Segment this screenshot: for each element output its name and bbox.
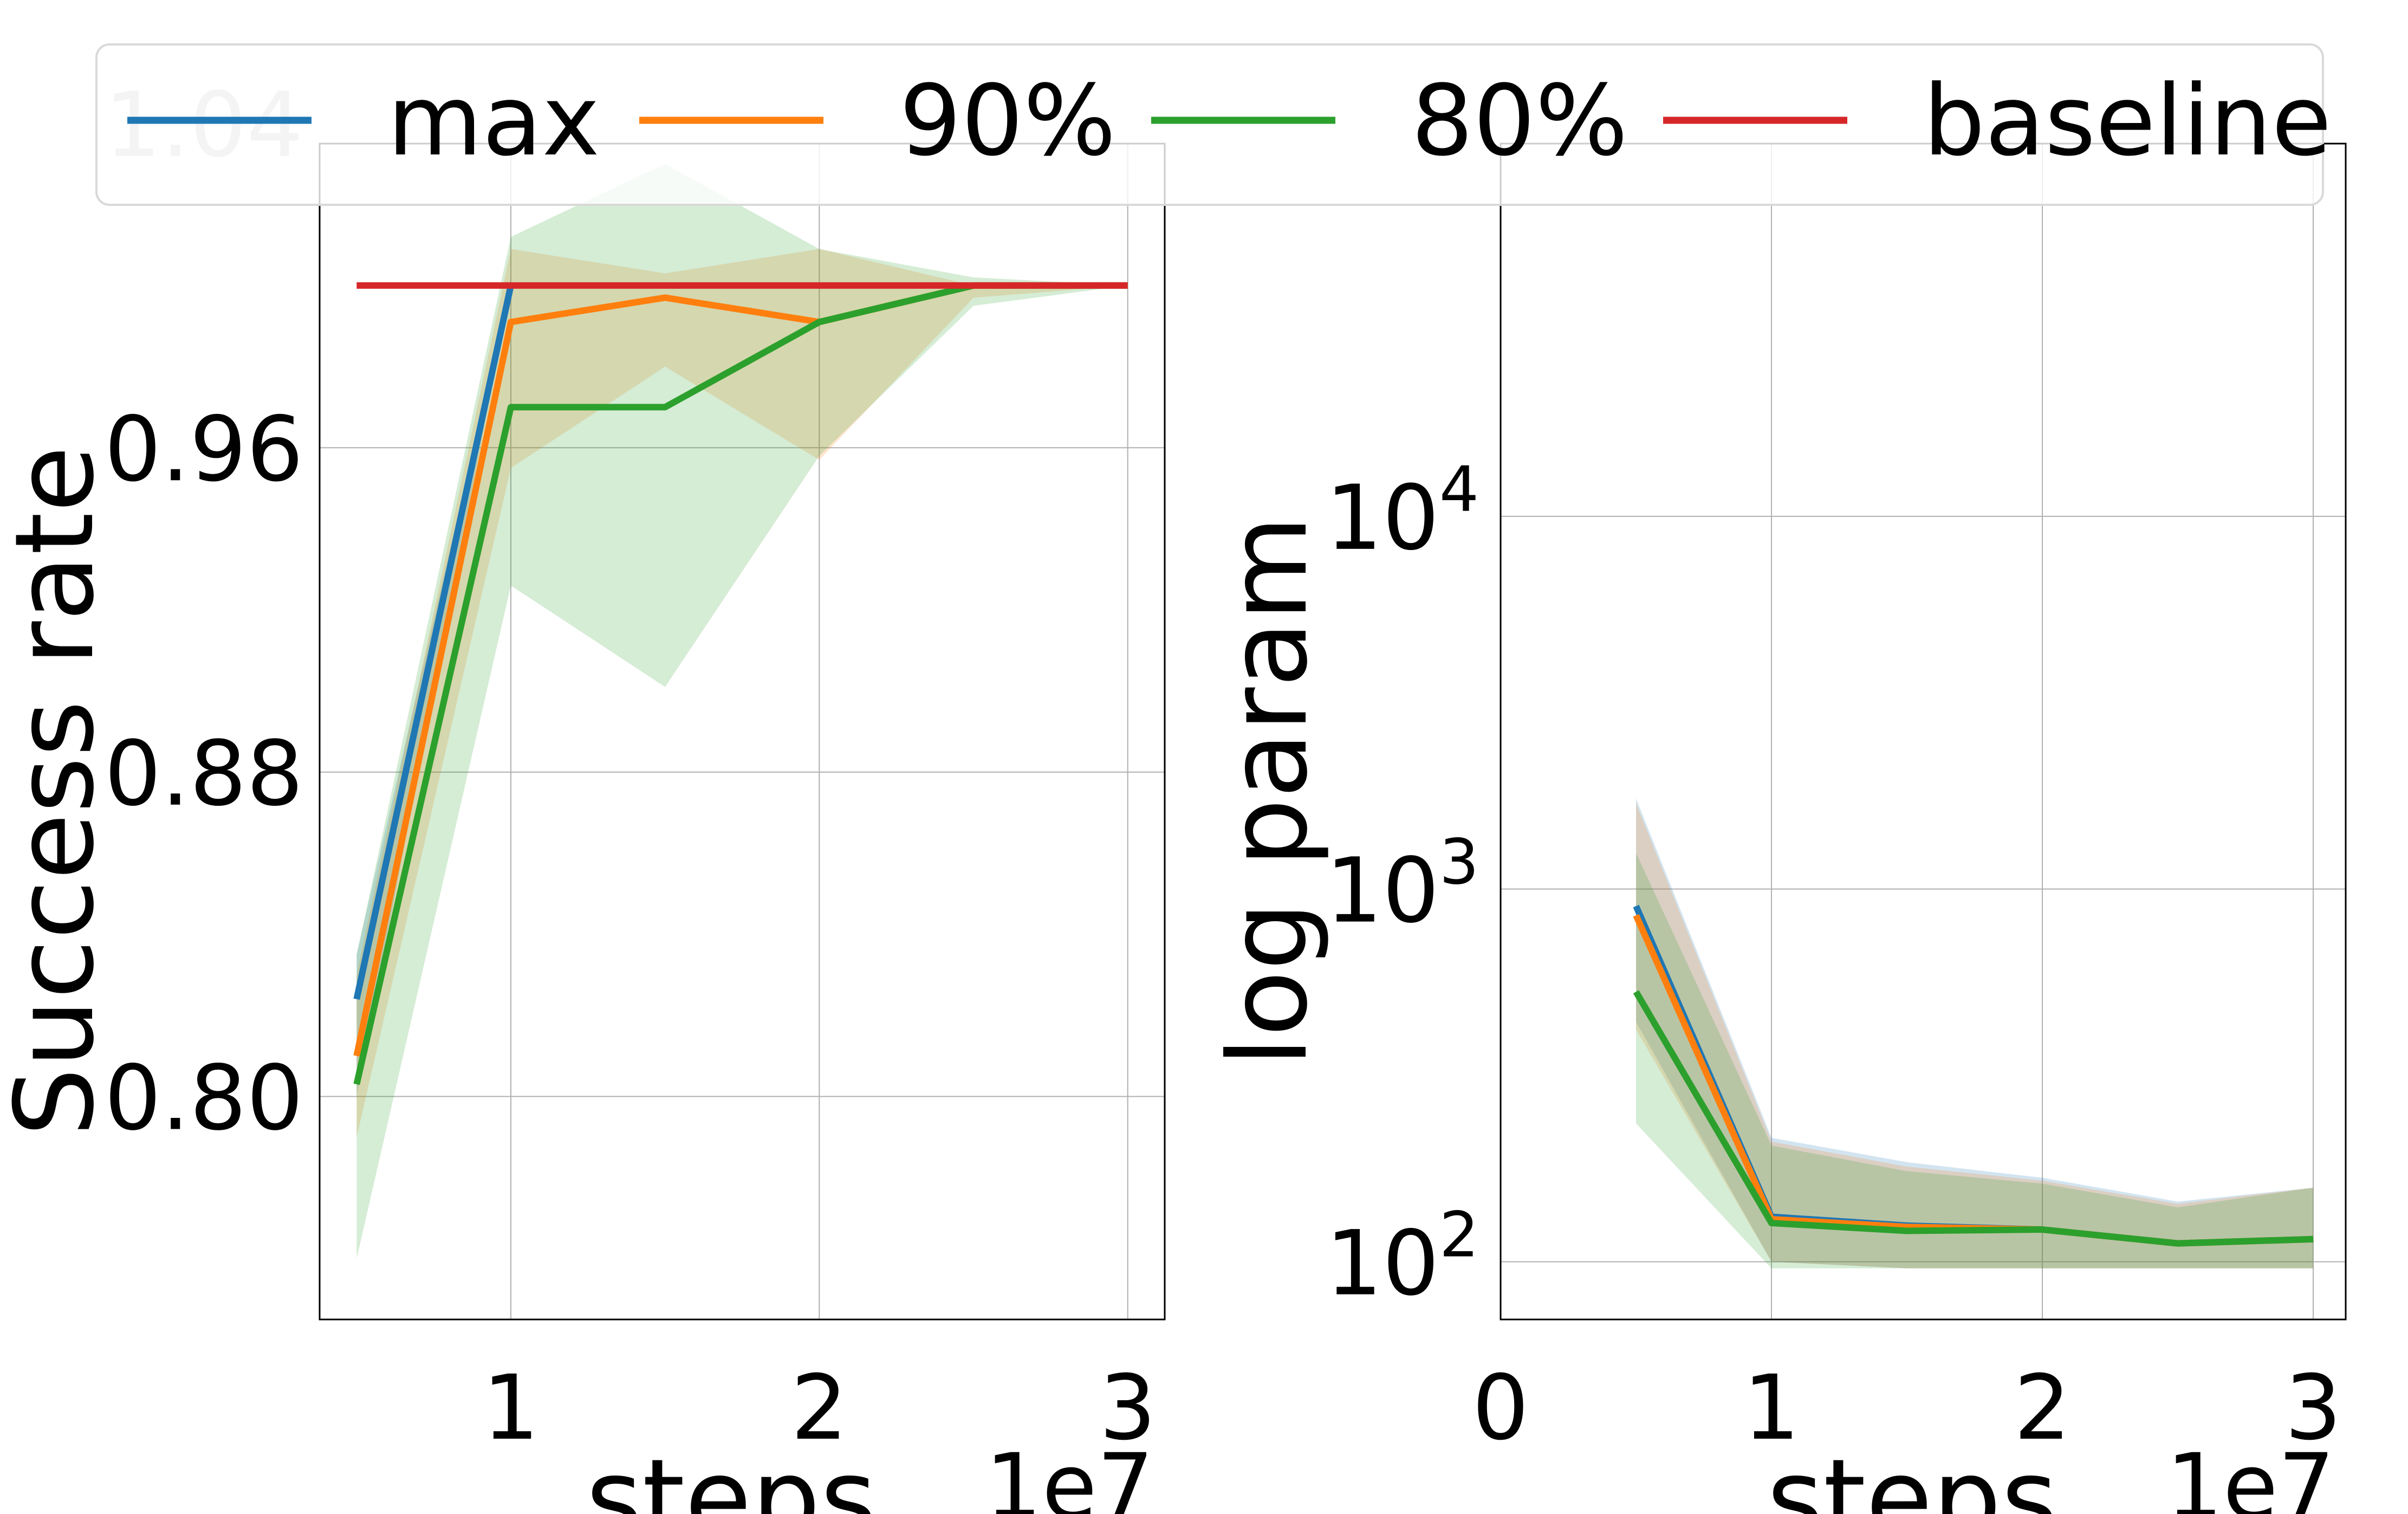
band-80pct [1636, 852, 2313, 1269]
x-tick-label: 1 [1743, 1356, 1800, 1460]
legend-label-baseline: baseline [1923, 64, 2332, 178]
legend-frame [95, 43, 2324, 206]
legend-label-90pct: 90% [899, 64, 1116, 178]
y-tick-label: 0.80 [105, 1046, 303, 1150]
y-axis-label: Success rate [0, 446, 118, 1137]
x-axis-label: steps [1767, 1436, 2058, 1514]
legend-label-80pct: 80% [1411, 64, 1628, 178]
legend-label-max: max [387, 64, 600, 178]
y-tick-label: 0.96 [105, 397, 303, 501]
y-axis-label: log param [1205, 515, 1332, 1067]
series-line-80pct [1633, 990, 2314, 1247]
x-tick-label: 3 [2285, 1356, 2342, 1460]
x-tick-label: 0 [1472, 1356, 1529, 1460]
x-tick-label: 2 [2014, 1356, 2071, 1460]
x-axis-label: steps [586, 1436, 877, 1514]
band-max [1636, 798, 2313, 1269]
x-tick-label: 1 [483, 1356, 540, 1460]
legend: max 90% 80% baseline [95, 43, 2332, 206]
band-90pct [1636, 803, 2313, 1269]
x-offset-label: 1e7 [985, 1434, 1154, 1514]
series-line-max [353, 284, 514, 1000]
x-offset-label: 1e7 [2166, 1434, 2335, 1514]
log-param-panel: 0 1 2 3 102 103 104 steps 1e7 log param [1205, 143, 2347, 1514]
y-tick-label: 104 [1326, 454, 1479, 570]
x-tick-label: 3 [1099, 1356, 1156, 1460]
band-80pct [356, 164, 1128, 1259]
y-tick-label: 103 [1326, 826, 1479, 943]
y-tick-label: 102 [1326, 1199, 1479, 1315]
x-tick-label: 2 [791, 1356, 848, 1460]
y-tick-label: 0.88 [105, 722, 303, 826]
